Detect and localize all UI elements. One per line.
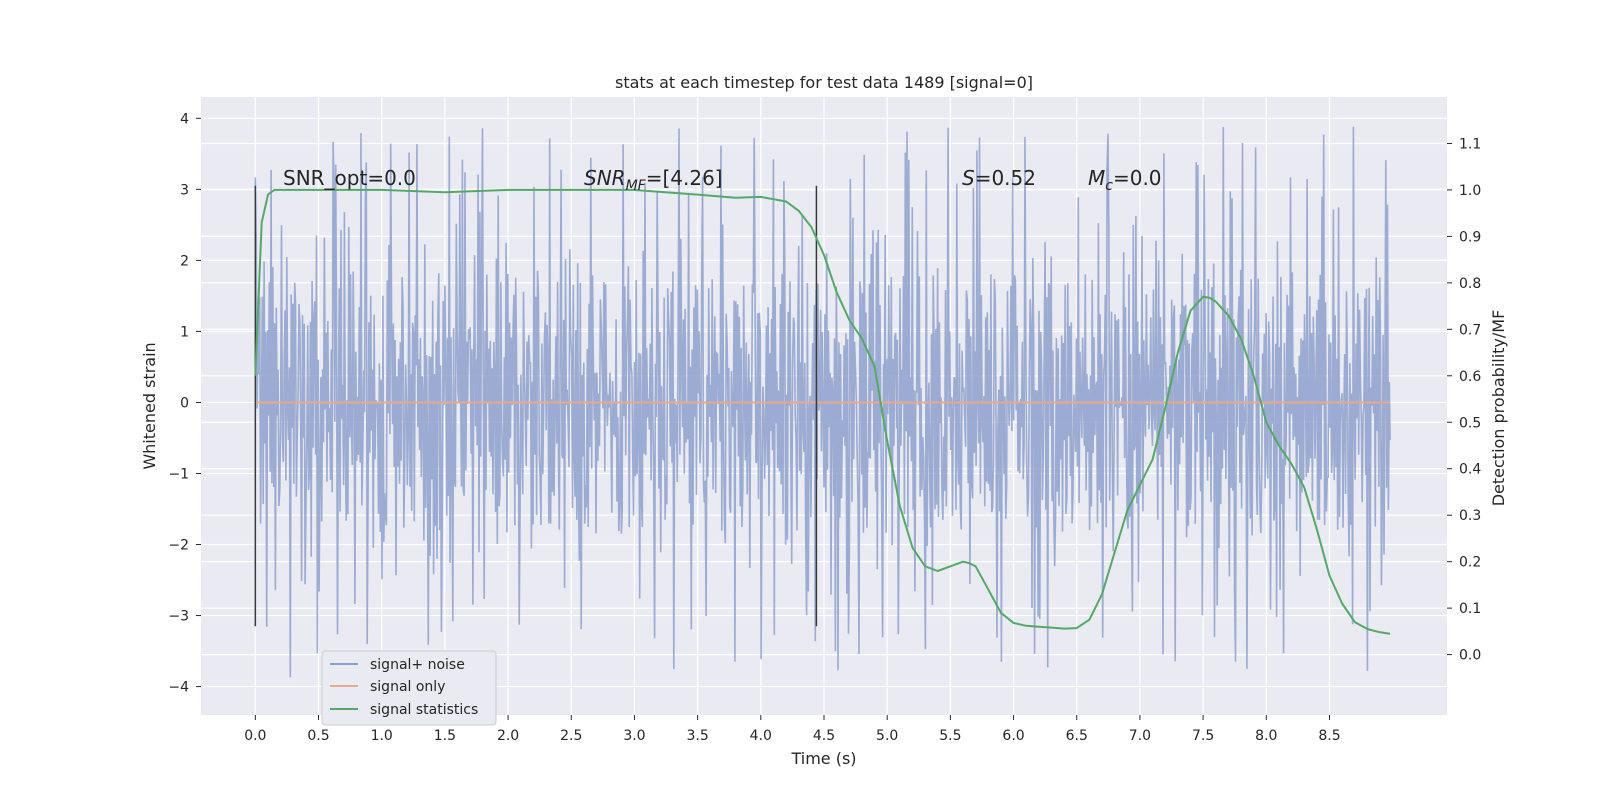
annotation-s: S=0.52 (962, 166, 1036, 190)
y2-tick-label: 0.2 (1459, 555, 1481, 571)
series-signal-noise-line (254, 126, 1391, 678)
y-tick-label: −4 (168, 680, 189, 696)
annotation-mc-value: =0.0 (1113, 166, 1162, 190)
y2-tick-label: 0.3 (1459, 508, 1481, 524)
x-tick-label: 0.0 (244, 728, 266, 744)
y2-tick-label: 1.1 (1459, 136, 1481, 152)
annotation-mc-sub: c (1105, 178, 1113, 194)
annotation-snr-mf-main: SNR (584, 166, 626, 190)
plot-area (254, 126, 1391, 678)
annotation-mc-main: M (1088, 166, 1105, 190)
x-axis-ticks: 0.0 0.5 1.0 1.5 2.0 2.5 3.0 3.5 4.0 4.5 5.0 5.5 6.0 6… (244, 715, 1341, 744)
series-signal-statistics-line (254, 188, 1391, 635)
x-tick-label: 4.0 (750, 728, 772, 744)
x-tick-label: 1.5 (434, 728, 456, 744)
legend: signal+ noise signal only signal statist… (321, 650, 497, 726)
x-tick-label: 2.5 (560, 728, 582, 744)
x-tick-label: 1.0 (371, 728, 393, 744)
annotation-snr-mf-sub: MF (626, 178, 647, 194)
annotation-mc: Mc=0.0 (1088, 166, 1162, 194)
y2-tick-label: 0.4 (1459, 462, 1481, 478)
y2-tick-label: 0.6 (1459, 369, 1481, 385)
y2-tick-label: 1.0 (1459, 183, 1481, 199)
y2-tick-label: 0.1 (1459, 601, 1481, 617)
overlays (254, 185, 1391, 635)
x-tick-label: 5.0 (876, 728, 898, 744)
y-tick-label: −1 (168, 466, 189, 482)
legend-box (321, 650, 497, 726)
annotation-snr-mf: SNRMF=[4.26] (584, 166, 723, 194)
x-tick-label: 7.0 (1129, 728, 1151, 744)
y-tick-label: 2 (180, 253, 189, 269)
x-tick-label: 0.5 (307, 728, 329, 744)
y-tick-label: 0 (180, 395, 189, 411)
x-tick-label: 2.0 (497, 728, 519, 744)
annotation-s-main: S (962, 166, 975, 190)
y-tick-label: −2 (168, 538, 189, 554)
y2-tick-label: 0.9 (1459, 229, 1481, 245)
y-tick-label: 4 (180, 111, 189, 127)
x-tick-label: 6.0 (1002, 728, 1024, 744)
legend-label-signal-noise: signal+ noise (370, 657, 465, 673)
annotation-snr-mf-value: =[4.26] (646, 166, 723, 190)
y2-tick-label: 0.7 (1459, 322, 1481, 338)
y2-tick-label: 0.0 (1459, 648, 1481, 664)
chart-title: stats at each timestep for test data 148… (615, 73, 1033, 92)
legend-label-signal-statistics: signal statistics (370, 702, 478, 718)
x-axis-title: Time (s) (790, 749, 856, 768)
y2-axis-ticks: 1.1 1.0 0.9 0.8 0.7 0.6 0.5 0.4 0.3 0.2 0.1 0.0 (1447, 136, 1481, 664)
x-tick-label: 7.5 (1192, 728, 1214, 744)
x-tick-label: 4.5 (813, 728, 835, 744)
y2-tick-label: 0.5 (1459, 415, 1481, 431)
y-axis-title: Whitened strain (140, 342, 159, 469)
legend-label-signal-only: signal only (370, 679, 445, 695)
annotation-snr-opt: SNR_opt=0.0 (283, 166, 416, 190)
x-tick-label: 6.5 (1066, 728, 1088, 744)
x-tick-label: 8.5 (1318, 728, 1340, 744)
y2-axis-title: Detection probability/MF (1489, 310, 1508, 507)
x-tick-label: 8.0 (1255, 728, 1277, 744)
x-tick-label: 5.5 (939, 728, 961, 744)
y-tick-label: 1 (180, 324, 189, 340)
x-tick-label: 3.0 (623, 728, 645, 744)
y-tick-label: 3 (180, 182, 189, 198)
y-tick-label: −3 (168, 609, 189, 625)
annotation-s-value: =0.52 (975, 166, 1036, 190)
x-tick-label: 3.5 (686, 728, 708, 744)
y2-tick-label: 0.8 (1459, 276, 1481, 292)
y-axis-ticks: 4 3 2 1 0 −1 −2 −3 −4 (168, 111, 201, 696)
